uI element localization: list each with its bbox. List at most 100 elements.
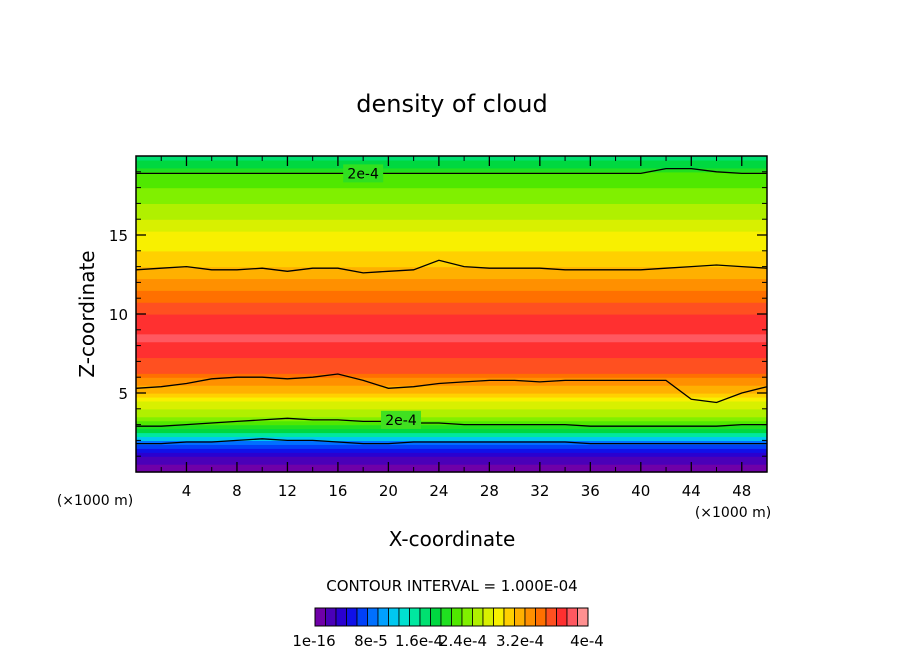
colorbar-label: 1e-16 (292, 632, 335, 650)
colorbar-swatch (314, 607, 326, 627)
fill-band (136, 393, 767, 398)
colorbar-swatch (356, 607, 368, 627)
fill-band (136, 286, 767, 291)
colorbar-swatch (419, 607, 431, 627)
colorbar-swatch (409, 607, 421, 627)
fill-band (136, 171, 767, 177)
fill-band (136, 468, 767, 473)
fill-band (136, 317, 767, 323)
contour-label: 2e-4 (385, 413, 417, 429)
colorbar-swatch (346, 607, 358, 627)
plot-fill-layer (136, 156, 767, 473)
colorbar-swatch (451, 607, 463, 627)
colorbar-label: 4e-4 (570, 632, 604, 650)
contour-line (135, 373, 768, 404)
colorbar-swatch (430, 607, 442, 627)
colorbar-swatch (325, 607, 337, 627)
fill-band (136, 167, 767, 173)
fill-band (136, 215, 767, 220)
fill-band (136, 432, 767, 438)
fill-band (136, 325, 767, 331)
colorbar-frame (314, 607, 589, 627)
fill-band (136, 235, 767, 240)
colorbar-swatch (482, 607, 494, 627)
fill-band (136, 179, 767, 185)
fill-band (136, 333, 767, 339)
fill-band (136, 460, 767, 465)
fill-band (136, 278, 767, 283)
fill-band (136, 246, 767, 252)
colorbar-label: 8e-5 (354, 632, 388, 650)
fill-band (136, 440, 767, 445)
fill-band (136, 404, 767, 410)
fill-band (136, 464, 767, 469)
fill-band (136, 242, 767, 248)
contour-interval-label: CONTOUR INTERVAL = 1.000E-04 (326, 577, 577, 595)
x-tick-label: 24 (429, 482, 448, 500)
fill-band (136, 175, 767, 181)
colorbar-label: 1.6e-4 (395, 632, 443, 650)
x-tick-label: 4 (182, 482, 192, 500)
fill-band (136, 290, 767, 295)
fill-band (136, 341, 767, 347)
fill-band (136, 262, 767, 268)
fill-band (136, 412, 767, 418)
colorbar-label: 3.2e-4 (496, 632, 544, 650)
fill-band (136, 270, 767, 276)
fill-band (136, 396, 767, 402)
colorbar-swatch (398, 607, 410, 627)
fill-band (136, 389, 767, 394)
fill-band (136, 329, 767, 335)
colorbar-swatch (472, 607, 484, 627)
x-axis-label: X-coordinate (389, 527, 516, 551)
fill-band (136, 321, 767, 327)
fill-band (136, 282, 767, 287)
colorbar-swatch (503, 607, 515, 627)
fill-band (136, 274, 767, 280)
contour-line (135, 259, 768, 274)
y-axis-label: Z-coordinate (75, 250, 99, 377)
contour-line (136, 167, 767, 175)
fill-band (136, 373, 767, 378)
fill-band (136, 203, 767, 208)
colorbar (314, 607, 589, 627)
fill-band (136, 448, 767, 453)
colorbar-swatch (535, 607, 547, 627)
colorbar-swatch (388, 607, 400, 627)
y-tick-label: 5 (118, 385, 128, 403)
colorbar-swatch (545, 607, 557, 627)
x-unit-left: (×1000 m) (57, 493, 133, 509)
fill-band (136, 408, 767, 414)
fill-band (136, 266, 767, 272)
fill-band (136, 211, 767, 216)
fill-band (136, 163, 767, 169)
fill-band (136, 357, 767, 362)
fill-band (136, 250, 767, 256)
fill-band (136, 310, 767, 315)
fill-band (136, 195, 767, 201)
colorbar-swatch (440, 607, 452, 627)
contour-labels: 2e-4 2e-4 (343, 164, 422, 429)
fill-band (136, 183, 767, 189)
x-tick-label: 48 (732, 482, 751, 500)
colorbar-labels: 1e-16 8e-5 1.6e-42.4e-4 3.2e-4 4e-4 (292, 632, 604, 650)
contour-line (136, 417, 767, 427)
fill-band (136, 456, 767, 461)
colorbar-swatch (335, 607, 347, 627)
fill-band (136, 298, 767, 303)
fill-band (136, 254, 767, 260)
fill-band (136, 227, 767, 232)
fill-band (136, 436, 767, 441)
fill-band (136, 258, 767, 264)
fill-band (136, 420, 767, 426)
fill-band (136, 416, 767, 422)
x-tick-label: 32 (530, 482, 549, 500)
fill-band (136, 349, 767, 355)
x-tick-label: 16 (328, 482, 347, 500)
y-tick-label: 15 (109, 227, 128, 245)
fill-band (136, 361, 767, 366)
fill-band (136, 306, 767, 311)
contour-line (136, 438, 767, 445)
fill-band (136, 385, 767, 390)
